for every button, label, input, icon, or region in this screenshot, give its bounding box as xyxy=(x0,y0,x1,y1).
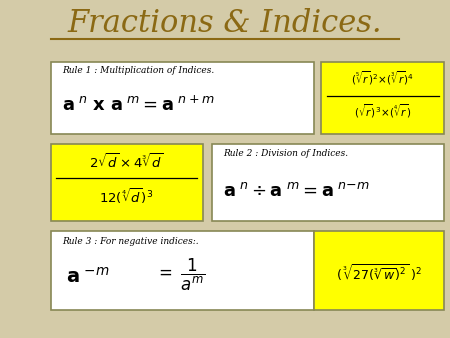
Text: $\mathbf{a}^{\ n}\div\mathbf{a}^{\ m}=\mathbf{a}^{\ n\mathrm{-}m}$: $\mathbf{a}^{\ n}\div\mathbf{a}^{\ m}=\m… xyxy=(223,182,369,200)
Text: Fractions & Indices.: Fractions & Indices. xyxy=(68,8,382,39)
Text: $=\ \dfrac{1}{a^{m}}$: $=\ \dfrac{1}{a^{m}}$ xyxy=(155,257,206,293)
FancyBboxPatch shape xyxy=(50,231,315,310)
Text: $\mathbf{a}^{\ n}\ \mathbf{x}\ \mathbf{a}^{\ m}=\mathbf{a}^{\ n+m}$: $\mathbf{a}^{\ n}\ \mathbf{x}\ \mathbf{a… xyxy=(62,96,215,115)
Text: Rule 3 : For negative indices:.: Rule 3 : For negative indices:. xyxy=(62,237,198,246)
Text: Rule 2 : Division of Indices.: Rule 2 : Division of Indices. xyxy=(223,149,348,159)
Text: Rule 1 : Multiplication of Indices.: Rule 1 : Multiplication of Indices. xyxy=(62,66,214,75)
FancyBboxPatch shape xyxy=(212,144,444,221)
Text: $(\,\sqrt[3]{27(\sqrt[3]{w})^{2}}\;)^{2}$: $(\,\sqrt[3]{27(\sqrt[3]{w})^{2}}\;)^{2}… xyxy=(336,262,423,283)
Text: $(\sqrt[5]{r})^{2}\!\times\!(\sqrt[3]{r})^{4}$: $(\sqrt[5]{r})^{2}\!\times\!(\sqrt[3]{r}… xyxy=(351,69,414,87)
FancyBboxPatch shape xyxy=(50,144,203,221)
Text: $(\sqrt{r})^{3}\!\times\!(\sqrt[4]{r})$: $(\sqrt{r})^{3}\!\times\!(\sqrt[4]{r})$ xyxy=(354,102,411,120)
Text: $12(\sqrt[4]{d})^{3}$: $12(\sqrt[4]{d})^{3}$ xyxy=(99,187,154,207)
Text: $2\sqrt{d}\times 4\sqrt[3]{d}$: $2\sqrt{d}\times 4\sqrt[3]{d}$ xyxy=(90,152,164,171)
FancyBboxPatch shape xyxy=(50,62,315,134)
FancyBboxPatch shape xyxy=(321,62,444,134)
Text: $\mathbf{a}^{\ \mathrm{-}m}$: $\mathbf{a}^{\ \mathrm{-}m}$ xyxy=(66,266,110,286)
FancyBboxPatch shape xyxy=(315,231,444,310)
